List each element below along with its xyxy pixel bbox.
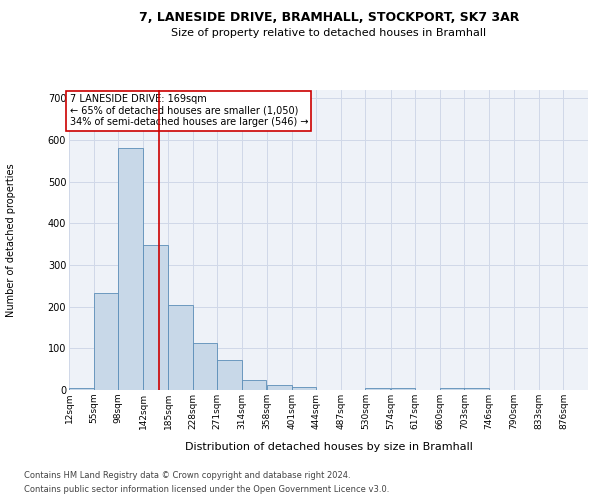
- Text: Distribution of detached houses by size in Bramhall: Distribution of detached houses by size …: [185, 442, 473, 452]
- Bar: [94, 294, 118, 390]
- Bar: [365, 388, 390, 390]
- Bar: [118, 148, 143, 390]
- Bar: [292, 386, 316, 390]
- Bar: [69, 388, 94, 390]
- Text: Number of detached properties: Number of detached properties: [6, 163, 16, 317]
- Bar: [143, 245, 168, 390]
- Text: 7, LANESIDE DRIVE, BRAMHALL, STOCKPORT, SK7 3AR: 7, LANESIDE DRIVE, BRAMHALL, STOCKPORT, …: [139, 11, 519, 24]
- Bar: [464, 388, 489, 390]
- Bar: [217, 360, 242, 390]
- Bar: [193, 342, 217, 390]
- Text: 7 LANESIDE DRIVE: 169sqm
← 65% of detached houses are smaller (1,050)
34% of sem: 7 LANESIDE DRIVE: 169sqm ← 65% of detach…: [70, 94, 308, 128]
- Text: Contains public sector information licensed under the Open Government Licence v3: Contains public sector information licen…: [24, 484, 389, 494]
- Text: Size of property relative to detached houses in Bramhall: Size of property relative to detached ho…: [171, 28, 487, 38]
- Bar: [267, 384, 292, 390]
- Bar: [391, 388, 415, 390]
- Bar: [440, 388, 464, 390]
- Bar: [242, 380, 266, 390]
- Text: Contains HM Land Registry data © Crown copyright and database right 2024.: Contains HM Land Registry data © Crown c…: [24, 472, 350, 480]
- Bar: [168, 306, 193, 390]
